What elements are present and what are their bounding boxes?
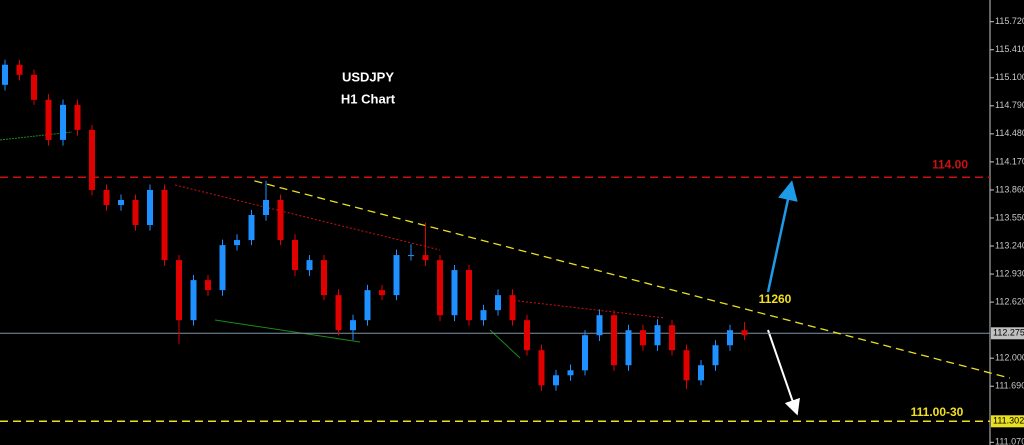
y-tick-label: 114.790	[995, 100, 1024, 110]
candle-body	[277, 199, 284, 241]
candle-body	[234, 240, 240, 246]
candle-body	[669, 325, 675, 351]
candle-body	[451, 270, 458, 316]
candle-body	[103, 189, 110, 206]
study-line	[214, 319, 361, 343]
chart-title: USDJPY	[342, 69, 394, 84]
candle-body	[161, 189, 168, 261]
candle-body	[2, 64, 8, 85]
price-box	[991, 327, 1024, 340]
chart-subtitle: H1 Chart	[341, 91, 396, 106]
candle-body	[31, 74, 37, 100]
down-arrow	[767, 329, 800, 416]
candle-body	[219, 245, 226, 291]
candle-body	[205, 280, 211, 291]
candle-body	[727, 330, 733, 346]
price-box	[991, 415, 1024, 428]
y-tick-label: 111.070	[995, 437, 1024, 445]
y-tick-label: 113.240	[995, 240, 1024, 250]
candle-body	[509, 295, 516, 321]
candle-body	[118, 199, 124, 206]
candle-body	[335, 295, 342, 331]
y-tick-label: 114.480	[995, 128, 1024, 138]
candle-body	[16, 64, 23, 75]
price-box-label: 111.302	[993, 416, 1024, 426]
candle-body	[567, 370, 574, 376]
candle-body	[263, 199, 269, 215]
y-tick-label: 115.100	[995, 72, 1024, 82]
candle-body	[422, 255, 429, 261]
candle-body	[698, 365, 704, 381]
candle-body	[393, 255, 400, 296]
candle-body	[683, 350, 690, 381]
y-tick-label: 114.170	[995, 156, 1024, 166]
candle-body	[364, 290, 371, 321]
candle-body	[350, 320, 356, 331]
candle-body	[132, 199, 139, 226]
candle-body	[582, 335, 588, 371]
y-tick-label: 115.410	[995, 44, 1024, 54]
candle-body	[89, 129, 95, 190]
candle-body	[292, 240, 298, 271]
annotation: 111.00-30	[911, 405, 964, 419]
study-line	[174, 184, 441, 251]
candle-body	[524, 320, 530, 351]
y-tick-label: 113.550	[995, 212, 1024, 222]
trendline	[254, 180, 1011, 379]
candle-body	[306, 260, 313, 271]
candle-body	[379, 290, 385, 296]
level-label: 114.00	[932, 157, 968, 171]
y-tick-label: 112.930	[995, 268, 1024, 278]
candle-body	[176, 260, 182, 321]
y-tick-label: 111.690	[995, 381, 1024, 391]
candle-body	[640, 330, 646, 346]
candle-body	[596, 315, 603, 336]
candle-body	[437, 260, 443, 316]
candle-body	[248, 214, 255, 241]
candle-body	[712, 345, 719, 366]
candle-body	[74, 104, 81, 130]
candle-body	[538, 350, 545, 386]
y-tick-label: 113.860	[995, 184, 1024, 194]
candle-body	[408, 255, 414, 257]
candle-body	[45, 99, 52, 140]
y-tick-label: 115.720	[995, 16, 1024, 26]
price-box-label: 112.275	[993, 328, 1024, 338]
candle-body	[147, 189, 153, 226]
up-arrow	[766, 180, 798, 293]
y-tick-label: 112.620	[995, 296, 1024, 306]
candle-body	[611, 315, 617, 366]
candle-body	[495, 295, 501, 311]
candle-body	[480, 310, 487, 321]
y-tick-label: 112.000	[995, 353, 1024, 363]
annotation: 11260	[759, 292, 792, 306]
candle-body	[190, 280, 197, 321]
study-line	[489, 329, 521, 359]
candle-body	[654, 325, 661, 346]
candle-body	[60, 104, 66, 140]
candle-body	[466, 270, 472, 321]
candle-body	[553, 375, 559, 386]
candle-body	[741, 330, 748, 336]
candle-body	[321, 260, 327, 296]
candle-body	[625, 330, 632, 366]
